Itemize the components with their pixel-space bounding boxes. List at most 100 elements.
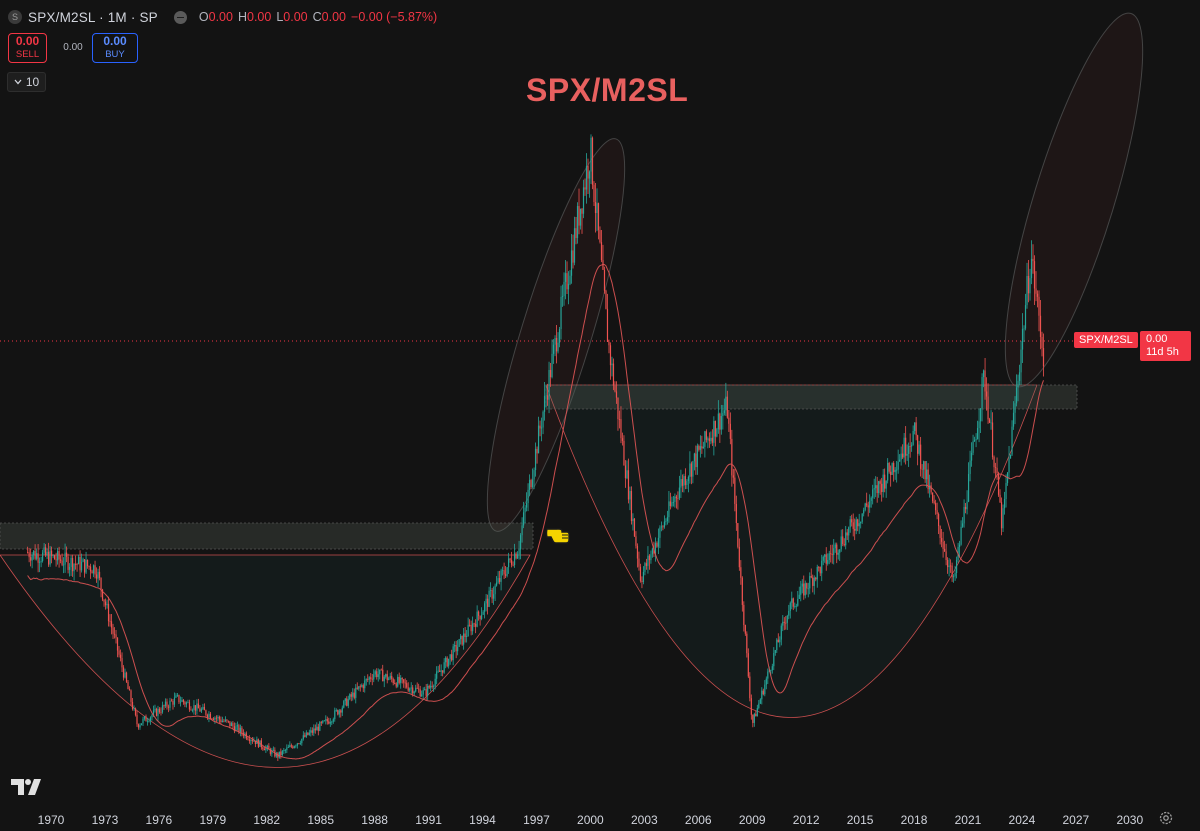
candle-body [825,554,827,564]
candle-body [944,548,946,552]
candle-body [67,556,69,570]
settings-icon[interactable] [1158,810,1174,826]
sell-button[interactable]: 0.00 SELL [8,33,47,63]
candle-body [452,646,454,661]
candle-body [816,566,818,580]
candle-body [49,550,51,565]
candle-body [878,481,880,494]
candle-body [641,580,643,583]
candle-body [395,683,397,687]
candle-body [918,444,920,454]
symbol-title[interactable]: SPX/M2SL · 1M · SP [28,9,158,25]
candle-body [136,714,138,725]
high-value: 0.00 [247,10,272,24]
candle-body [208,713,210,718]
candle-body [323,720,325,722]
candle-body [332,719,334,722]
candle-body [687,476,689,481]
candle-body [27,552,29,554]
candle-body [786,615,788,623]
time-tick: 2009 [738,813,766,827]
candle-body [602,260,604,270]
candle-body [618,419,621,420]
candle-body [413,691,415,694]
candle-body [824,554,826,557]
indicators-collapse-button[interactable]: 10 [7,72,46,92]
candle-body [780,625,782,640]
candle-body [887,462,889,481]
candle-body [310,730,312,733]
candle-body [985,391,988,397]
symbol-price-label: SPX/M2SL [1074,332,1138,348]
candle-body [365,679,367,681]
candle-body [163,705,165,707]
candle-body [1036,293,1039,297]
candle-body [638,558,640,567]
candle-body [849,519,851,528]
candle-body [680,479,682,488]
indicators-count: 10 [25,75,40,89]
buy-button[interactable]: 0.00 BUY [92,33,138,63]
candle-body [857,519,859,527]
candle-body [528,480,531,490]
candle-body [455,645,457,652]
candle-body [154,708,156,711]
candle-body [473,623,475,625]
candle-body [893,463,895,473]
buy-price: 0.00 [103,34,127,48]
candle-body [695,453,697,468]
candle-body [373,674,375,680]
candle-body [897,461,899,470]
hide-icon[interactable] [173,10,187,24]
candle-body [347,699,349,706]
candle-body [617,397,619,420]
candle-body [134,708,137,715]
candle-body [863,510,865,514]
candle-body [418,688,420,690]
candle-body [582,187,585,214]
candle-body [815,577,817,580]
candle-body [960,526,962,545]
candle-body [131,701,134,710]
symbol-logo-icon[interactable]: S [8,10,22,24]
chart-title: SPX/M2SL [526,72,689,108]
candle-body [609,345,612,366]
candle-body [254,740,256,744]
candle-body [927,469,929,490]
candle-body [596,203,598,214]
candle-body [350,694,352,697]
candle-body [187,702,189,704]
candle-body [304,735,306,737]
candle-body [783,621,785,623]
candle-body [531,479,534,487]
chart-canvas[interactable] [0,0,1200,806]
candle-body [512,564,514,566]
candle-body [563,281,565,296]
candle-body [370,677,372,679]
candle-body [521,525,523,536]
candle-body [40,560,42,562]
change-value: −0.00 (−5.87%) [351,10,438,24]
candle-body [548,370,550,400]
candle-body [698,445,700,450]
candle-body [45,547,47,556]
candle-body [1042,347,1045,367]
candle-body [326,719,328,722]
candle-body [91,571,93,574]
candle-body [392,679,394,684]
candle-body [55,559,57,561]
time-axis[interactable]: 1970 1973 1976 1979 1982 1985 1988 1991 1994 1997… [0,806,1200,831]
candle-body [188,702,191,710]
candle-body [809,576,811,589]
candle-body [813,577,815,586]
time-tick: 2000 [577,813,604,827]
candle-body [681,479,683,486]
candle-body [812,577,814,586]
candle-body [101,589,104,600]
candle-body [272,749,274,751]
tradingview-logo-icon[interactable] [11,779,41,800]
candle-body [900,453,902,460]
candle-body [947,560,949,568]
candle-body [636,545,639,559]
candle-body [175,695,177,698]
